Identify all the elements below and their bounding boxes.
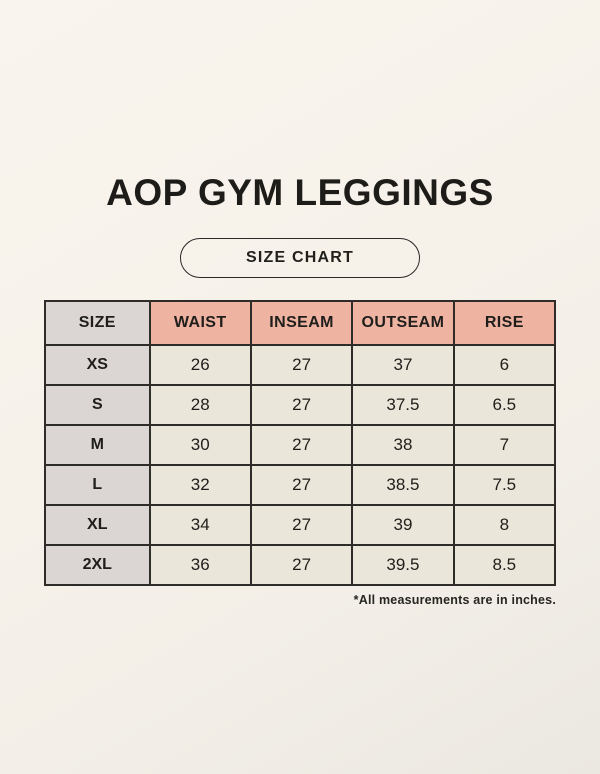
waist-cell: 30 xyxy=(148,424,252,466)
inseam-cell: 27 xyxy=(249,464,354,506)
measurements-note: *All measurements are in inches. xyxy=(353,593,556,607)
waist-cell: 26 xyxy=(148,344,252,386)
column-header-outseam: OUTSEAM xyxy=(351,300,455,346)
column-header-inseam: INSEAM xyxy=(249,300,354,346)
size-cell: 2XL xyxy=(44,544,151,586)
size-cell: M xyxy=(44,424,151,466)
table-row-2xl: 2XL 36 27 39.5 8.5 xyxy=(44,544,557,586)
inseam-cell: 27 xyxy=(249,544,354,586)
waist-cell: 32 xyxy=(148,464,252,506)
rise-cell: 7 xyxy=(452,424,557,466)
table-row-xl: XL 34 27 39 8 xyxy=(44,504,557,546)
rise-cell: 6.5 xyxy=(452,384,557,426)
table-header-row: SIZE WAIST INSEAM OUTSEAM RISE xyxy=(44,300,557,346)
table-row-m: M 30 27 38 7 xyxy=(44,424,557,466)
size-chart-badge-label: SIZE CHART xyxy=(246,249,354,266)
size-chart-badge: SIZE CHART xyxy=(180,238,420,278)
column-header-rise: RISE xyxy=(452,300,557,346)
table-row-xs: XS 26 27 37 6 xyxy=(44,344,557,386)
outseam-cell: 37 xyxy=(351,344,455,386)
rise-cell: 8 xyxy=(452,504,557,546)
size-cell: XL xyxy=(44,504,151,546)
outseam-cell: 38 xyxy=(351,424,455,466)
waist-cell: 28 xyxy=(148,384,252,426)
table-row-l: L 32 27 38.5 7.5 xyxy=(44,464,557,506)
inseam-cell: 27 xyxy=(249,424,354,466)
waist-cell: 34 xyxy=(148,504,252,546)
outseam-cell: 37.5 xyxy=(351,384,455,426)
size-cell: S xyxy=(44,384,151,426)
inseam-cell: 27 xyxy=(249,504,354,546)
inseam-cell: 27 xyxy=(249,384,354,426)
outseam-cell: 38.5 xyxy=(351,464,455,506)
outseam-cell: 39 xyxy=(351,504,455,546)
column-header-waist: WAIST xyxy=(148,300,252,346)
waist-cell: 36 xyxy=(148,544,252,586)
column-header-size: SIZE xyxy=(44,300,151,346)
rise-cell: 8.5 xyxy=(452,544,557,586)
inseam-cell: 27 xyxy=(249,344,354,386)
rise-cell: 7.5 xyxy=(452,464,557,506)
product-title: AOP GYM LEGGINGS xyxy=(106,172,494,213)
size-cell: XS xyxy=(44,344,151,386)
table-row-s: S 28 27 37.5 6.5 xyxy=(44,384,557,426)
rise-cell: 6 xyxy=(452,344,557,386)
size-cell: L xyxy=(44,464,151,506)
outseam-cell: 39.5 xyxy=(351,544,455,586)
size-chart-table: SIZE WAIST INSEAM OUTSEAM RISE XS 26 27 … xyxy=(44,300,557,586)
